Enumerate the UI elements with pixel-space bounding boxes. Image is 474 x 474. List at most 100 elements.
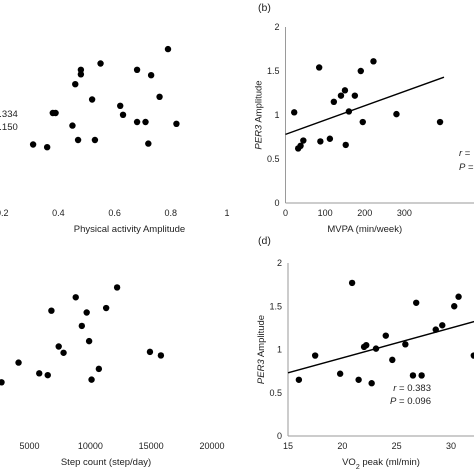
x-tick-label: 15000 [139,441,164,451]
data-point [389,356,396,364]
stat-value: = [462,148,471,159]
data-point [455,293,462,300]
data-point [357,67,364,75]
data-point [382,332,389,339]
data-point [69,122,76,129]
data-point [297,142,304,149]
stat-value: = [465,162,474,173]
x-tick-label: 300 [397,208,412,218]
y-tick-label: 1.5 [267,66,280,76]
data-point [330,98,338,106]
x-axis-label: Physical activity Amplitude [74,224,185,235]
x-tick-label: 15 [283,441,293,451]
y-tick-label: 2 [277,258,282,268]
y-tick-label: 1 [274,110,279,120]
stat-symbol: P [459,162,466,173]
x-tick-label: 0.2 [0,208,8,218]
data-point [55,343,62,350]
data-point [418,372,425,379]
y-tick-label: 1 [277,345,282,355]
data-point [345,108,353,115]
panel-b: 0 100 200 300 0 0.5 1 1.5 2 MVPA (min/week) PER3 A… [254,2,474,235]
data-point [29,141,37,148]
data-point [315,64,323,71]
x-axis-label-subscript: 2 [356,464,360,471]
data-point [470,352,474,359]
y-axis-label-gene: PER3 [256,359,267,385]
x-tick-label: 20 [337,441,347,451]
x-axis-label: VO2 peak (ml/min) [342,457,420,471]
data-point [326,135,334,142]
data-point [337,92,345,99]
stat-symbol: P [390,396,397,407]
x-axis-label: MVPA (min/week) [327,224,402,235]
stat-r: r = [459,148,471,159]
data-point [439,322,446,329]
data-point [52,109,59,117]
data-point [72,294,79,301]
data-point [432,326,439,333]
data-point [78,322,86,330]
x-tick-label: 30 [446,441,456,451]
data-point [409,372,417,379]
data-point [142,118,149,126]
data-point [342,141,349,149]
x-tick-label: 20000 [199,441,224,451]
data-point [77,66,85,74]
data-point [113,284,121,291]
data-point [119,111,127,119]
data-point [393,110,400,118]
data-point [43,144,51,151]
data-point [368,380,375,387]
data-point [355,376,362,383]
data-point [348,279,356,287]
data-point [83,309,90,316]
stat-value: = 0.383 [396,383,431,394]
data-point [370,58,377,65]
data-point [147,72,155,79]
data-point [317,138,324,145]
data-point [164,45,172,53]
data-point [48,307,55,314]
data-point [117,102,124,110]
y-tick-label: 1.5 [269,301,282,311]
y-tick-label: 0.5 [267,154,280,164]
x-tick-label: 100 [318,208,333,218]
panel-label: (d) [258,235,271,247]
x-tick-label: 0 [283,208,288,218]
data-point [88,96,96,103]
x-tick-label: 10000 [78,441,103,451]
y-tick-label: 2 [274,22,279,32]
x-tick-label: 25 [392,441,402,451]
data-point [36,370,43,377]
stat-r: 0.334 [0,109,18,120]
stat-r: r = 0.383 [393,383,431,394]
x-tick-label: 5000 [19,441,39,451]
data-point [363,341,370,349]
data-point [72,81,79,88]
data-point [85,337,93,345]
y-tick-label: 0 [274,198,279,208]
data-point [88,376,95,383]
y-axis-label-rest: Amplitude [254,80,265,124]
x-tick-label: 0.6 [108,208,121,218]
data-point [95,365,103,373]
data-point [341,87,349,94]
y-axis-label: PER3 Amplitude [254,80,265,149]
trend-line [285,76,445,136]
data-point [77,71,85,78]
y-axis-label: PER3 Amplitude [256,315,267,384]
panel-c: 5000 10000 15000 20000 Step count (step/day)… [0,284,431,468]
data-point [44,371,51,379]
data-point [311,352,319,359]
x-axis-label: Step count (step/day) [61,457,151,468]
data-point [295,376,303,383]
stat-p: P = [459,162,474,173]
x-tick-label: 0.4 [52,208,65,218]
data-point [146,348,154,356]
y-axis-label-gene: PER3 [254,124,265,150]
data-point [372,345,380,352]
data-point [91,136,99,144]
stat-symbol: r [393,383,397,394]
